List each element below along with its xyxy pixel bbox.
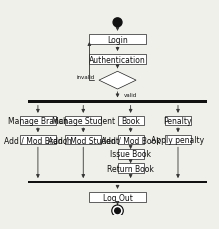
- Text: Authentication: Authentication: [89, 55, 146, 64]
- Text: Add / Mod Student: Add / Mod Student: [48, 136, 119, 145]
- FancyBboxPatch shape: [89, 192, 146, 202]
- FancyBboxPatch shape: [65, 116, 101, 125]
- FancyBboxPatch shape: [118, 116, 144, 125]
- Text: Login: Login: [107, 35, 128, 44]
- Circle shape: [112, 205, 123, 216]
- FancyBboxPatch shape: [118, 164, 144, 173]
- FancyBboxPatch shape: [165, 136, 191, 145]
- FancyBboxPatch shape: [65, 136, 101, 145]
- Text: valid: valid: [124, 93, 137, 97]
- FancyBboxPatch shape: [28, 101, 207, 103]
- FancyBboxPatch shape: [20, 136, 56, 145]
- Text: Manage Student: Manage Student: [52, 116, 115, 125]
- FancyBboxPatch shape: [118, 136, 144, 145]
- Text: Penalty: Penalty: [164, 116, 192, 125]
- FancyBboxPatch shape: [165, 116, 191, 125]
- FancyBboxPatch shape: [20, 116, 56, 125]
- Text: Return Book: Return Book: [107, 164, 154, 173]
- Text: Book: Book: [121, 116, 140, 125]
- Text: Issue Book: Issue Book: [110, 150, 151, 159]
- Text: Apply penalty: Apply penalty: [151, 136, 205, 145]
- Text: invalid: invalid: [77, 74, 95, 79]
- Text: Manage Branch: Manage Branch: [8, 116, 68, 125]
- FancyBboxPatch shape: [118, 150, 144, 159]
- Circle shape: [113, 206, 122, 215]
- Text: Add / Mod Book: Add / Mod Book: [101, 136, 161, 145]
- Text: Add / Mod Branch: Add / Mod Branch: [4, 136, 72, 145]
- FancyBboxPatch shape: [89, 35, 146, 45]
- Circle shape: [113, 19, 122, 28]
- Text: Log Out: Log Out: [102, 193, 132, 202]
- Circle shape: [115, 208, 120, 214]
- FancyBboxPatch shape: [28, 181, 207, 183]
- Polygon shape: [99, 72, 136, 90]
- FancyBboxPatch shape: [89, 55, 146, 65]
